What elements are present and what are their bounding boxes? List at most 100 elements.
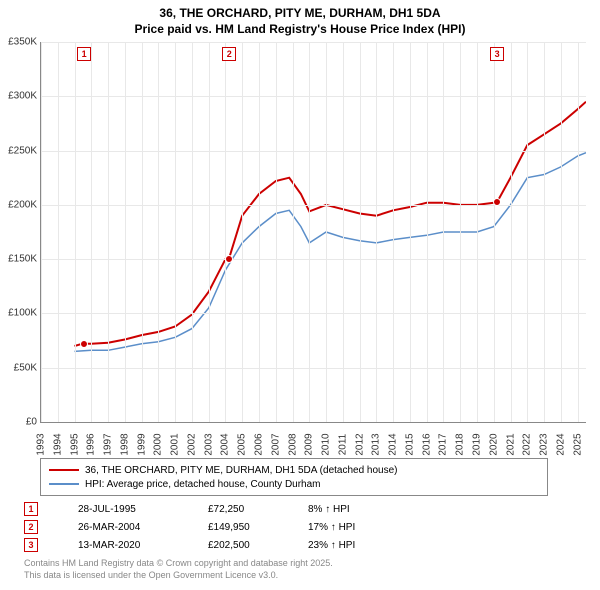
x-tick-label: 2003 <box>203 430 214 460</box>
footer-attribution: Contains HM Land Registry data © Crown c… <box>24 558 333 581</box>
sales-row-diff: 17% ↑ HPI <box>308 522 408 533</box>
x-tick-label: 1998 <box>119 430 130 460</box>
x-tick-label: 1999 <box>136 430 147 460</box>
y-tick-label: £300K <box>1 91 37 102</box>
x-tick-label: 2005 <box>237 430 248 460</box>
x-gridline <box>460 42 461 422</box>
footer-line1: Contains HM Land Registry data © Crown c… <box>24 558 333 570</box>
legend-label: 36, THE ORCHARD, PITY ME, DURHAM, DH1 5D… <box>85 465 398 476</box>
title-line2: Price paid vs. HM Land Registry's House … <box>0 22 600 38</box>
y-gridline <box>41 259 586 260</box>
y-gridline <box>41 96 586 97</box>
sales-row-price: £72,250 <box>208 504 308 515</box>
legend-box: 36, THE ORCHARD, PITY ME, DURHAM, DH1 5D… <box>40 458 548 496</box>
sale-marker-dot <box>80 340 88 348</box>
x-gridline <box>477 42 478 422</box>
x-tick-label: 2024 <box>555 430 566 460</box>
x-gridline <box>75 42 76 422</box>
sales-row: 128-JUL-1995£72,2508% ↑ HPI <box>24 500 408 518</box>
x-gridline <box>544 42 545 422</box>
chart-title: 36, THE ORCHARD, PITY ME, DURHAM, DH1 5D… <box>0 0 600 37</box>
sales-row-date: 13-MAR-2020 <box>78 540 208 551</box>
series-line <box>75 153 587 352</box>
x-tick-label: 1996 <box>86 430 97 460</box>
x-tick-label: 2001 <box>170 430 181 460</box>
x-gridline <box>410 42 411 422</box>
sale-marker-label: 3 <box>490 47 504 61</box>
y-tick-label: £0 <box>1 417 37 428</box>
sales-table: 128-JUL-1995£72,2508% ↑ HPI226-MAR-2004£… <box>24 500 408 554</box>
x-tick-label: 2014 <box>388 430 399 460</box>
x-tick-label: 2019 <box>472 430 483 460</box>
x-gridline <box>209 42 210 422</box>
x-tick-label: 1997 <box>103 430 114 460</box>
sale-marker-dot <box>225 255 233 263</box>
x-gridline <box>41 42 42 422</box>
x-tick-label: 2011 <box>337 430 348 460</box>
y-tick-label: £200K <box>1 199 37 210</box>
x-gridline <box>175 42 176 422</box>
sales-row: 313-MAR-2020£202,50023% ↑ HPI <box>24 536 408 554</box>
x-gridline <box>259 42 260 422</box>
y-tick-label: £100K <box>1 308 37 319</box>
y-tick-label: £350K <box>1 37 37 48</box>
x-tick-label: 1994 <box>52 430 63 460</box>
x-gridline <box>58 42 59 422</box>
chart-svg <box>41 42 586 422</box>
x-gridline <box>192 42 193 422</box>
y-tick-label: £150K <box>1 254 37 265</box>
x-gridline <box>309 42 310 422</box>
sale-marker-label: 2 <box>222 47 236 61</box>
x-tick-label: 2016 <box>421 430 432 460</box>
x-gridline <box>108 42 109 422</box>
legend-item: HPI: Average price, detached house, Coun… <box>49 477 539 491</box>
sales-row-price: £202,500 <box>208 540 308 551</box>
x-tick-label: 2013 <box>371 430 382 460</box>
x-gridline <box>276 42 277 422</box>
y-tick-label: £250K <box>1 145 37 156</box>
x-gridline <box>360 42 361 422</box>
sales-row-marker: 2 <box>24 520 38 534</box>
x-tick-label: 1993 <box>36 430 47 460</box>
x-gridline <box>343 42 344 422</box>
x-gridline <box>561 42 562 422</box>
x-tick-label: 2002 <box>186 430 197 460</box>
chart-plot-area: £0£50K£100K£150K£200K£250K£300K£350K1993… <box>40 42 586 423</box>
x-gridline <box>427 42 428 422</box>
x-gridline <box>142 42 143 422</box>
x-tick-label: 2017 <box>438 430 449 460</box>
x-gridline <box>91 42 92 422</box>
sales-row: 226-MAR-2004£149,95017% ↑ HPI <box>24 518 408 536</box>
legend-swatch <box>49 483 79 485</box>
y-gridline <box>41 151 586 152</box>
x-gridline <box>326 42 327 422</box>
footer-line2: This data is licensed under the Open Gov… <box>24 570 333 582</box>
x-gridline <box>225 42 226 422</box>
x-tick-label: 2022 <box>522 430 533 460</box>
legend-label: HPI: Average price, detached house, Coun… <box>85 479 321 490</box>
x-tick-label: 2020 <box>488 430 499 460</box>
x-gridline <box>125 42 126 422</box>
x-gridline <box>443 42 444 422</box>
x-tick-label: 2010 <box>321 430 332 460</box>
legend-item: 36, THE ORCHARD, PITY ME, DURHAM, DH1 5D… <box>49 463 539 477</box>
sales-row-price: £149,950 <box>208 522 308 533</box>
x-tick-label: 2012 <box>354 430 365 460</box>
x-tick-label: 2000 <box>153 430 164 460</box>
x-tick-label: 2008 <box>287 430 298 460</box>
x-tick-label: 2015 <box>404 430 415 460</box>
x-gridline <box>494 42 495 422</box>
sales-row-date: 28-JUL-1995 <box>78 504 208 515</box>
x-tick-label: 2006 <box>254 430 265 460</box>
y-gridline <box>41 313 586 314</box>
x-gridline <box>242 42 243 422</box>
x-tick-label: 2018 <box>455 430 466 460</box>
y-gridline <box>41 205 586 206</box>
x-gridline <box>376 42 377 422</box>
x-gridline <box>293 42 294 422</box>
sale-marker-dot <box>493 198 501 206</box>
sales-row-diff: 23% ↑ HPI <box>308 540 408 551</box>
x-tick-label: 2004 <box>220 430 231 460</box>
sales-row-diff: 8% ↑ HPI <box>308 504 408 515</box>
x-gridline <box>158 42 159 422</box>
